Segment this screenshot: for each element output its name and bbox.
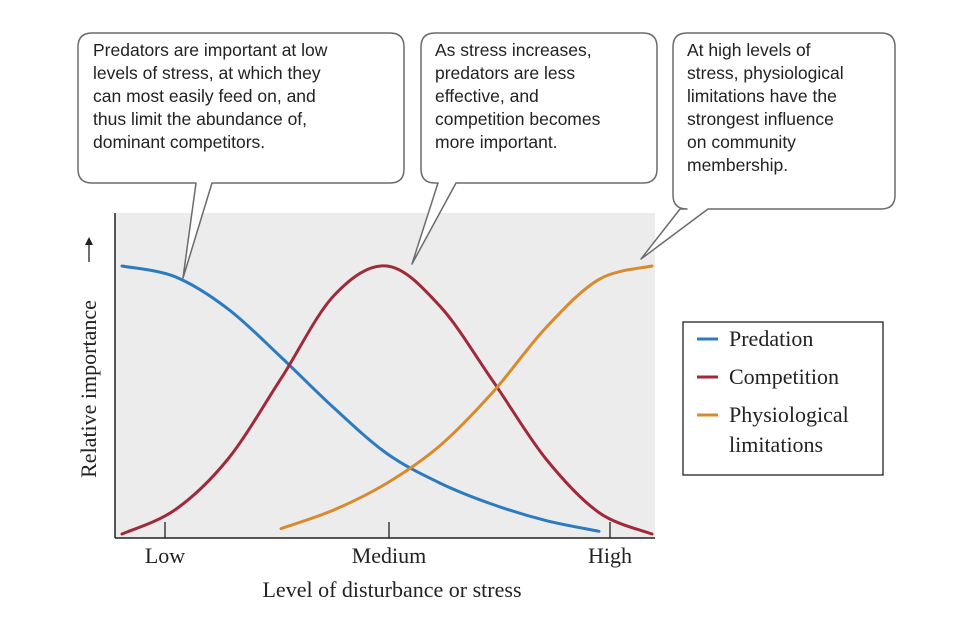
callout-line: stress, physiological <box>687 63 844 83</box>
callout-line: limitations have the <box>687 86 837 106</box>
callout-line: on community <box>687 132 796 152</box>
series-line-competition <box>120 264 654 536</box>
legend-label: Competition <box>729 364 839 389</box>
legend-box <box>682 321 884 476</box>
callout-line: more important. <box>435 132 558 152</box>
callout-line: membership. <box>687 155 789 175</box>
callout-line: effective, and <box>435 86 539 106</box>
legend-label: Physiological <box>729 402 849 427</box>
callout-text-predation: Predators are important at low levels of… <box>93 39 327 154</box>
legend-label: limitations <box>729 432 823 457</box>
x-tick-label: High <box>588 543 632 568</box>
callout-shapes <box>77 32 896 279</box>
callout-text-competition: As stress increases, predators are less … <box>435 39 600 154</box>
x-axis-label: Level of disturbance or stress <box>262 577 521 602</box>
callout-line: Predators are important at low <box>93 40 328 60</box>
callout-line: At high levels of <box>687 40 811 60</box>
x-ticks: Low Medium High <box>145 522 632 568</box>
series-lines <box>120 264 654 536</box>
legend: Predation Competition Physiological limitat… <box>682 321 884 476</box>
callout-line: levels of stress, at which they <box>93 63 321 83</box>
x-tick-label: Medium <box>352 543 427 568</box>
y-axis-arrow-head <box>85 237 93 245</box>
callout-line: strongest influence <box>687 109 834 129</box>
callout-bubble <box>411 32 658 265</box>
x-tick-label: Low <box>145 543 185 568</box>
callout-line: can most easily feed on, and <box>93 86 316 106</box>
callout-line: dominant competitors. <box>93 132 266 152</box>
legend-label: Predation <box>729 326 813 351</box>
series-line-physiological-limitations <box>279 264 654 531</box>
y-axis-label-group: Relative importance <box>76 237 101 478</box>
callout-text-physiological: At high levels of stress, physiological … <box>687 39 844 177</box>
callout-line: thus limit the abundance of, <box>93 109 308 129</box>
y-axis-label: Relative importance <box>76 300 101 478</box>
series-line-predation <box>120 264 601 533</box>
callout-bubble <box>77 32 405 279</box>
callout-bubble <box>640 32 896 260</box>
callout-line: competition becomes <box>435 109 601 129</box>
callout-line: predators are less <box>435 63 576 83</box>
callout-line: As stress increases, <box>435 40 592 60</box>
